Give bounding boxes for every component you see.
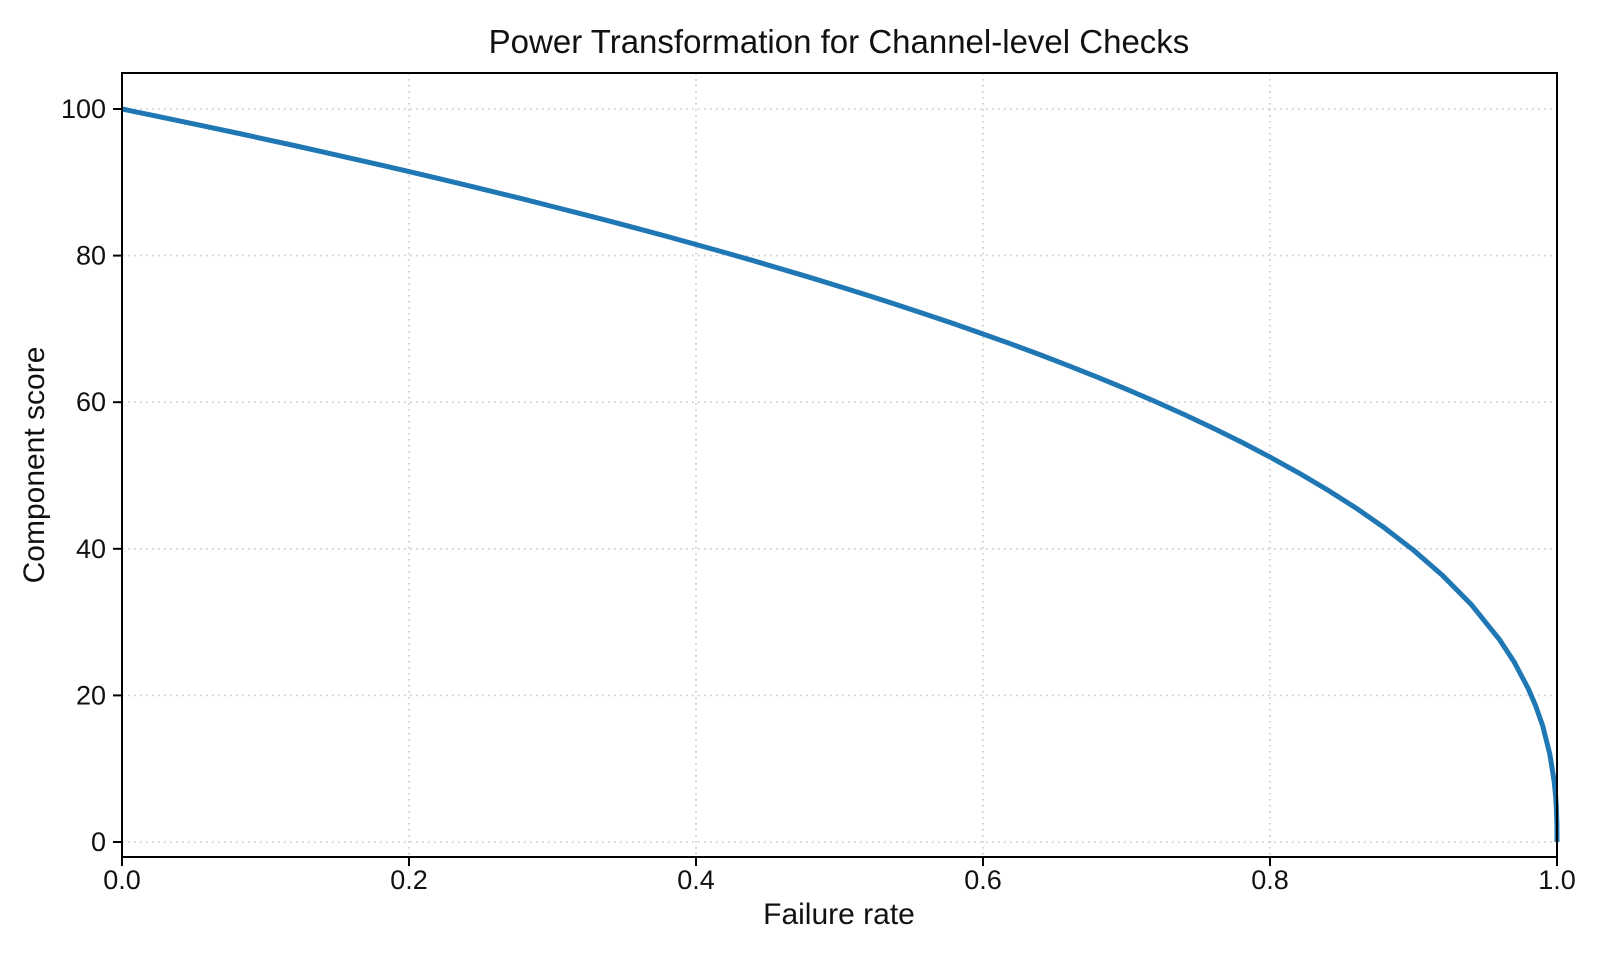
x-tick-label: 1.0 — [1538, 865, 1576, 895]
grid-lines — [121, 73, 1558, 857]
chart-title: Power Transformation for Channel-level C… — [489, 23, 1190, 60]
x-tick-label: 0.4 — [677, 865, 715, 895]
x-tick-label: 0.8 — [1251, 865, 1289, 895]
y-tick-label: 80 — [76, 241, 106, 271]
x-tick-label: 0.6 — [964, 865, 1002, 895]
axis-ticks — [113, 108, 1558, 866]
y-tick-label: 60 — [76, 387, 106, 417]
axes-spines — [121, 72, 1558, 858]
score-curve — [121, 106, 1560, 843]
x-tick-label: 0.2 — [390, 865, 428, 895]
x-tick-label: 0.0 — [103, 865, 141, 895]
y-tick-label: 100 — [61, 94, 106, 124]
y-axis-label: Component score — [18, 347, 51, 584]
y-tick-label: 40 — [76, 534, 106, 564]
tick-labels: 0.0 0.2 0.4 0.6 0.8 1.0 0 20 40 60 80 100 — [61, 94, 1576, 895]
x-axis-label: Failure rate — [763, 898, 915, 931]
plot-border — [121, 72, 1558, 858]
y-tick-label: 0 — [91, 827, 106, 857]
y-tick-label: 20 — [76, 680, 106, 710]
line-series — [121, 106, 1560, 843]
